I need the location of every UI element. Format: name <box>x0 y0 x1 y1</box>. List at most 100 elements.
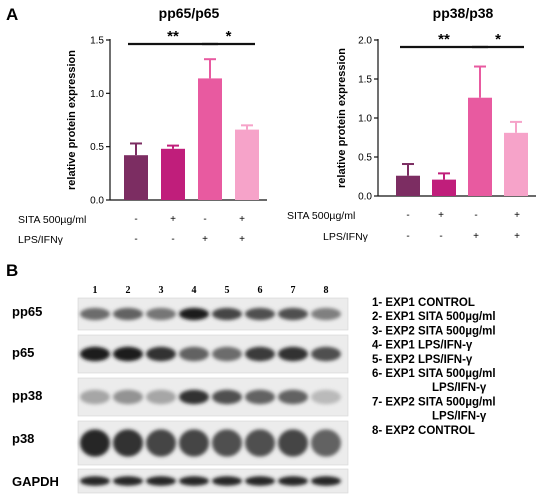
y-tick-label: 2.0 <box>358 36 372 47</box>
treatment-signs: - + - + - - + + <box>406 210 520 242</box>
bar <box>432 179 456 196</box>
blot-row-label: p65 <box>12 345 34 360</box>
lane-number: 3 <box>159 285 164 296</box>
bar <box>504 132 528 196</box>
blot-band <box>311 389 341 405</box>
treatment-sign: - <box>203 214 206 225</box>
treatment-sign: - <box>171 234 174 245</box>
blot-band <box>113 307 143 321</box>
legend-entry: 6- EXP1 SITA 500µg/ml <box>372 368 496 380</box>
y-axis-label: relative protein expression <box>336 48 348 188</box>
blot-band <box>179 476 209 486</box>
legend-entry: LPS/IFN-γ <box>432 382 487 394</box>
lane-number: 7 <box>291 285 296 296</box>
blot-band <box>179 429 209 457</box>
blot-band <box>278 476 308 486</box>
blot-band <box>146 346 176 362</box>
blot-band <box>146 389 176 405</box>
y-axis-label: relative protein expression <box>66 50 78 190</box>
blot-band <box>113 429 143 457</box>
bar <box>396 175 420 196</box>
blot-band <box>179 389 209 405</box>
treatment-sign: - <box>406 231 409 242</box>
y-tick-label: 1.0 <box>358 114 372 125</box>
y-tick-label: 1.0 <box>90 89 104 100</box>
blot-band <box>80 429 110 457</box>
y-tick-label: 0.5 <box>90 142 104 153</box>
blot-band <box>278 429 308 457</box>
treatment-sign: - <box>439 231 442 242</box>
chart-title: pp38/p38 <box>433 5 494 21</box>
treatment-sign: - <box>474 210 477 221</box>
blot-band <box>80 476 110 486</box>
blot-band <box>311 476 341 486</box>
blot-band <box>80 346 110 362</box>
y-tick-label: 1.5 <box>90 36 104 47</box>
y-tick-label: 1.5 <box>358 75 372 86</box>
chart-title: pp65/p65 <box>159 5 220 21</box>
bar <box>468 97 492 196</box>
treatment-sign: + <box>239 214 245 225</box>
lane-number: 2 <box>126 285 131 296</box>
legend-entry: LPS/IFN-γ <box>432 411 487 423</box>
treatment-sign: - <box>134 214 137 225</box>
panel-letter-a: A <box>6 5 18 24</box>
blot-band <box>278 346 308 362</box>
y-tick-label: 0.5 <box>358 153 372 164</box>
blot-row-label: pp38 <box>12 388 42 403</box>
treatment-table-left: SITA 500µg/ml LPS/IFNγ - + - + - - + + <box>18 214 245 246</box>
legend-entry: 4- EXP1 LPS/IFN-γ <box>372 340 473 352</box>
blot-band <box>146 307 176 321</box>
treatment-signs: - + - + - - + + <box>134 214 245 245</box>
treatment-sign: + <box>202 234 208 245</box>
bar <box>198 78 222 200</box>
blot-band <box>113 389 143 405</box>
bar <box>235 129 259 200</box>
legend-entry: 3- EXP2 SITA 500µg/ml <box>372 325 496 337</box>
lane-number: 4 <box>192 285 197 296</box>
treatment-sign: + <box>514 231 520 242</box>
chart-pp65-p65: pp65/p65 relative protein expression 0.0… <box>66 5 267 207</box>
blot-row-label: pp65 <box>12 304 42 319</box>
blot-band <box>212 389 242 405</box>
treatment-label-sita: SITA 500µg/ml <box>287 210 355 222</box>
blot-row-label: GAPDH <box>12 474 59 489</box>
treatment-sign: - <box>134 234 137 245</box>
lane-legend: 1- EXP1 CONTROL 2- EXP1 SITA 500µg/ml 3- E… <box>372 297 496 437</box>
lane-number: 6 <box>258 285 263 296</box>
chart-pp38-p38: pp38/p38 relative protein expression 0.0… <box>336 5 536 203</box>
significance-label: ** <box>167 28 179 45</box>
blot-band <box>311 429 341 457</box>
legend-entry: 5- EXP2 LPS/IFN-γ <box>372 354 473 366</box>
treatment-label-lps: LPS/IFNγ <box>18 234 64 246</box>
legend-entry: 8- EXP2 CONTROL <box>372 425 475 437</box>
blot-band <box>179 307 209 321</box>
blot-band <box>212 429 242 457</box>
bar <box>161 148 185 200</box>
blot-row-label: p38 <box>12 431 34 446</box>
blot-band <box>311 346 341 362</box>
y-tick-label: 0.0 <box>358 192 372 203</box>
blot-band <box>311 307 341 321</box>
treatment-sign: + <box>239 234 245 245</box>
significance-label: * <box>495 31 501 48</box>
blot-band <box>212 307 242 321</box>
blot-band <box>80 307 110 321</box>
panel-letter-b: B <box>6 261 18 280</box>
chart-marks: 0.00.51.01.5 ** * <box>90 28 267 207</box>
blot-band <box>245 307 275 321</box>
treatment-sign: + <box>438 210 444 221</box>
treatment-sign: - <box>406 210 409 221</box>
blot-band <box>212 346 242 362</box>
bar <box>124 155 148 200</box>
blot-band <box>113 346 143 362</box>
chart-marks: 0.00.51.01.52.0 ** * <box>358 31 536 203</box>
blot-band <box>113 476 143 486</box>
blot-band <box>245 389 275 405</box>
legend-entry: 2- EXP1 SITA 500µg/ml <box>372 311 496 323</box>
blot-band <box>278 307 308 321</box>
blot-band <box>245 346 275 362</box>
legend-entry: 1- EXP1 CONTROL <box>372 297 475 309</box>
blot-band <box>146 476 176 486</box>
blot-band <box>212 476 242 486</box>
